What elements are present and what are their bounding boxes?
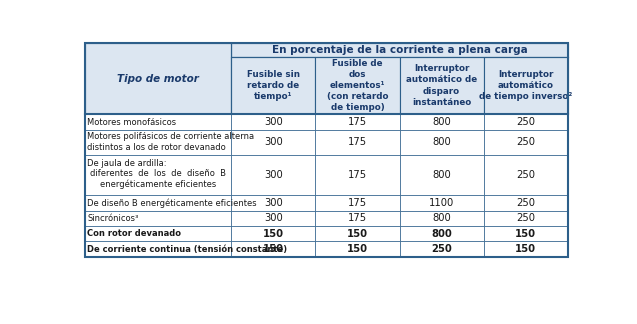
Text: 150: 150	[515, 229, 536, 239]
Bar	[399, 211, 483, 226]
Text: Fusible sin
retardo de
tiempo¹: Fusible sin retardo de tiempo¹	[247, 70, 300, 101]
Bar	[483, 195, 568, 211]
Text: 250: 250	[517, 137, 535, 147]
Text: 300: 300	[264, 137, 283, 147]
Bar	[85, 43, 231, 114]
Bar	[315, 114, 399, 130]
Bar	[315, 211, 399, 226]
Text: Motores polifásicos de corriente alterna
distintos a los de rotor devanado: Motores polifásicos de corriente alterna…	[87, 133, 255, 153]
Text: 150: 150	[515, 244, 536, 254]
Bar	[399, 241, 483, 257]
Bar	[231, 57, 315, 114]
Bar	[483, 155, 568, 195]
Text: 250: 250	[517, 117, 535, 127]
Bar	[231, 130, 315, 155]
Text: 250: 250	[517, 170, 535, 180]
Bar	[315, 241, 399, 257]
Text: Sincrónicos³: Sincrónicos³	[87, 214, 139, 223]
Text: 300: 300	[264, 117, 283, 127]
Bar	[231, 155, 315, 195]
Text: De corriente continua (tensión constante): De corriente continua (tensión constante…	[87, 245, 287, 254]
Bar	[231, 114, 315, 130]
Text: 150: 150	[347, 229, 368, 239]
Text: 800: 800	[433, 213, 451, 223]
Text: 250: 250	[517, 198, 535, 208]
Bar	[399, 114, 483, 130]
Bar	[85, 211, 231, 226]
Text: 250: 250	[517, 213, 535, 223]
Text: 150: 150	[263, 229, 284, 239]
Text: En porcentaje de la corriente a plena carga: En porcentaje de la corriente a plena ca…	[272, 45, 527, 55]
Text: 150: 150	[347, 244, 368, 254]
Text: 300: 300	[264, 213, 283, 223]
Text: Con rotor devanado: Con rotor devanado	[87, 229, 182, 238]
Bar	[483, 57, 568, 114]
Text: 175: 175	[348, 213, 367, 223]
Bar	[85, 241, 231, 257]
Bar	[85, 226, 231, 241]
Text: 250: 250	[431, 244, 452, 254]
Text: 800: 800	[433, 117, 451, 127]
Text: 150: 150	[263, 244, 284, 254]
Bar	[315, 57, 399, 114]
Text: 800: 800	[431, 229, 452, 239]
Text: Interruptor
automático de
disparo
instantáneo: Interruptor automático de disparo instan…	[406, 64, 477, 107]
Bar	[483, 241, 568, 257]
Bar	[483, 211, 568, 226]
Bar	[231, 195, 315, 211]
Text: 300: 300	[264, 170, 283, 180]
Bar	[85, 43, 568, 257]
Bar	[85, 130, 231, 155]
Text: De diseño B energéticamente eficientes: De diseño B energéticamente eficientes	[87, 198, 257, 208]
Text: 800: 800	[433, 170, 451, 180]
Bar	[315, 155, 399, 195]
Text: 175: 175	[348, 137, 367, 147]
Bar	[399, 130, 483, 155]
Text: Fusible de
dos
elementos¹
(con retardo
de tiempo): Fusible de dos elementos¹ (con retardo d…	[327, 59, 389, 112]
Bar	[315, 226, 399, 241]
Text: 300: 300	[264, 198, 283, 208]
Bar	[85, 195, 231, 211]
Bar	[483, 226, 568, 241]
Text: Motores monofásicos: Motores monofásicos	[87, 118, 176, 127]
Bar	[399, 195, 483, 211]
Text: 800: 800	[433, 137, 451, 147]
Bar	[399, 155, 483, 195]
Bar	[231, 211, 315, 226]
Bar	[231, 226, 315, 241]
Bar	[85, 155, 231, 195]
Bar	[315, 130, 399, 155]
Text: Tipo de motor: Tipo de motor	[117, 74, 199, 84]
Text: Interruptor
automático
de tiempo inverso²: Interruptor automático de tiempo inverso…	[479, 70, 573, 101]
Bar	[399, 57, 483, 114]
Bar	[483, 114, 568, 130]
Text: 175: 175	[348, 198, 367, 208]
Bar	[399, 226, 483, 241]
Bar	[483, 130, 568, 155]
Bar	[231, 241, 315, 257]
Bar	[315, 195, 399, 211]
Text: 175: 175	[348, 117, 367, 127]
Bar	[231, 43, 568, 57]
Text: De jaula de ardilla:: De jaula de ardilla:	[87, 159, 167, 168]
Text: diferentes  de  los  de  diseño  B
energéticamente eficientes: diferentes de los de diseño B energética…	[90, 169, 226, 190]
Bar	[85, 114, 231, 130]
Text: 175: 175	[348, 170, 367, 180]
Text: 1100: 1100	[429, 198, 454, 208]
